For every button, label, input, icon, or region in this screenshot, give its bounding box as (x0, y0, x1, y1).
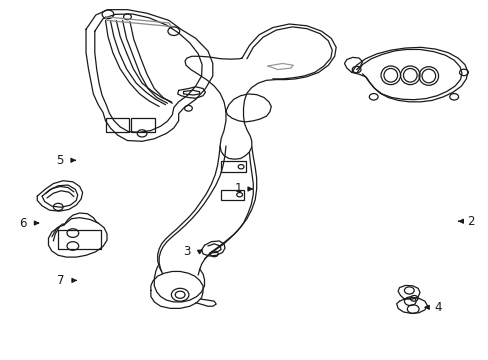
Text: 6: 6 (20, 216, 27, 230)
Text: 5: 5 (57, 154, 64, 167)
Bar (105, 118, 129, 132)
Text: 2: 2 (467, 215, 474, 228)
Bar (221, 190, 244, 200)
Text: 4: 4 (434, 301, 442, 314)
Bar (131, 118, 155, 132)
Text: 3: 3 (183, 245, 190, 258)
Bar (221, 161, 246, 172)
Text: 1: 1 (234, 183, 242, 195)
Text: 7: 7 (57, 274, 65, 287)
